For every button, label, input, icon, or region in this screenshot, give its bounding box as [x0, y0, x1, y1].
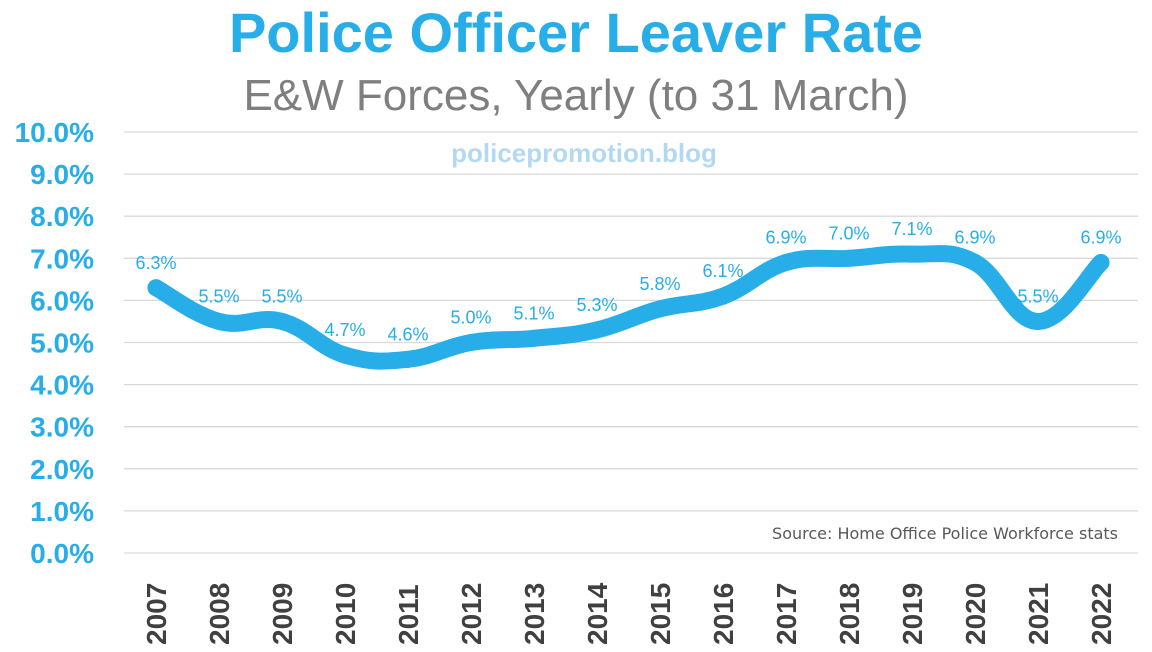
data-label: 6.9%: [1080, 228, 1121, 248]
x-tick-label: 2011: [393, 584, 424, 645]
y-tick-label: 0.0%: [30, 538, 94, 569]
x-tick-label: 2016: [708, 583, 739, 645]
data-point: [462, 334, 480, 351]
x-axis-tick-labels: 2007 2008 2009 2010 2011 2012 2013 2014 2015 2016…: [141, 582, 1117, 645]
data-label: 4.6%: [387, 324, 428, 344]
x-tick-label: 2018: [834, 583, 865, 645]
data-point: [714, 287, 732, 305]
x-tick-label: 2012: [456, 583, 487, 645]
x-tick-label: 2022: [1086, 583, 1117, 645]
y-tick-label: 7.0%: [30, 243, 94, 274]
y-axis-tick-labels: 0.0% 1.0% 2.0% 3.0% 4.0% 5.0% 6.0% 7.0% 8.0% 9.0%…: [15, 117, 95, 569]
data-labels: 6.3% 5.5% 5.5% 4.7% 4.6% 5.0% 5.1% 5.3% 5.8% 6.1%…: [135, 219, 1121, 344]
x-tick-label: 2014: [582, 582, 613, 645]
x-tick-label: 2008: [204, 583, 235, 645]
x-tick-label: 2007: [141, 583, 172, 645]
x-tick-label: 2017: [771, 583, 802, 645]
data-point: [840, 249, 858, 267]
data-point: [588, 321, 606, 339]
x-tick-label: 2015: [645, 583, 676, 645]
data-label: 5.5%: [1017, 286, 1058, 306]
data-point: [147, 279, 165, 297]
y-tick-label: 8.0%: [30, 201, 94, 232]
gridlines: [124, 131, 1138, 554]
data-point: [966, 254, 984, 272]
data-label: 6.1%: [702, 261, 743, 281]
data-points: [147, 245, 1110, 368]
y-tick-label: 6.0%: [30, 285, 94, 316]
data-label: 5.0%: [450, 308, 491, 328]
data-point: [777, 254, 795, 272]
data-point: [651, 300, 669, 318]
x-tick-label: 2021: [1023, 583, 1054, 645]
y-tick-label: 1.0%: [30, 496, 94, 527]
series-line: [147, 245, 1110, 370]
data-point: [210, 312, 228, 330]
chart-title: Police Officer Leaver Rate: [228, 1, 924, 64]
data-label: 5.1%: [513, 303, 554, 323]
source-note: Source: Home Office Police Workforce sta…: [772, 524, 1118, 543]
y-tick-label: 3.0%: [30, 412, 94, 443]
x-tick-label: 2009: [267, 583, 298, 645]
data-label: 7.1%: [891, 219, 932, 239]
data-label: 5.8%: [639, 274, 680, 294]
data-point: [273, 312, 291, 330]
data-label: 4.7%: [324, 320, 365, 340]
data-label: 5.5%: [261, 286, 302, 306]
data-label: 5.3%: [576, 295, 617, 315]
x-tick-label: 2010: [330, 583, 361, 645]
data-point: [1092, 254, 1110, 272]
x-tick-label: 2013: [519, 583, 550, 645]
y-tick-label: 10.0%: [15, 117, 94, 148]
y-tick-label: 2.0%: [30, 454, 94, 485]
chart-subtitle: E&W Forces, Yearly (to 31 March): [243, 71, 909, 120]
y-tick-label: 9.0%: [30, 159, 94, 190]
x-tick-label: 2020: [960, 583, 991, 645]
data-point: [336, 346, 354, 364]
series-lines: [147, 245, 1110, 370]
watermark: policepromotion.blog: [451, 138, 717, 168]
data-point: [525, 329, 543, 347]
data-point: [399, 350, 417, 368]
data-point: [1029, 312, 1047, 330]
y-tick-label: 5.0%: [30, 328, 94, 359]
data-label: 5.5%: [198, 286, 239, 306]
data-label: 7.0%: [828, 223, 869, 243]
y-tick-label: 4.0%: [30, 370, 94, 401]
x-tick-label: 2019: [897, 583, 928, 645]
data-label: 6.9%: [765, 228, 806, 248]
data-point: [903, 245, 921, 263]
data-label: 6.9%: [954, 228, 995, 248]
data-label: 6.3%: [135, 253, 176, 273]
